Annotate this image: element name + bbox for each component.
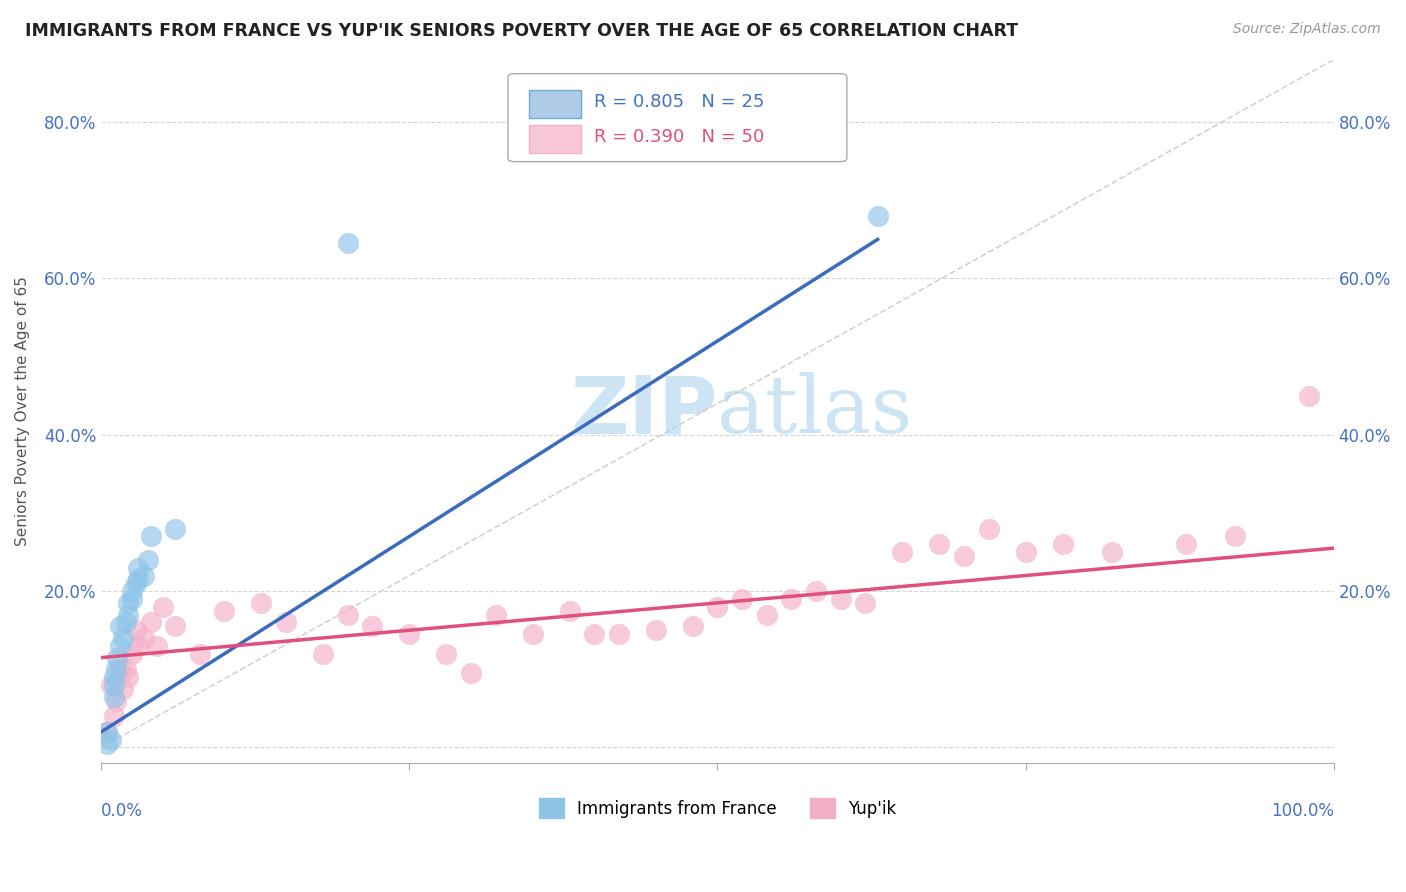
Point [121, 584, 143, 599]
Point [706, 599, 728, 614]
Point [804, 584, 827, 599]
Point [125, 576, 148, 591]
Point [117, 670, 139, 684]
Point [250, 596, 273, 610]
Point [139, 529, 162, 543]
Text: IMMIGRANTS FROM FRANCE VS YUP'IK SENIORS POVERTY OVER THE AGE OF 65 CORRELATION : IMMIGRANTS FROM FRANCE VS YUP'IK SENIORS… [25, 22, 1018, 40]
Point [336, 607, 359, 622]
Point [336, 236, 359, 251]
Point [1052, 537, 1074, 551]
Point [853, 596, 876, 610]
Point [866, 209, 889, 223]
Point [1174, 537, 1197, 551]
Point [103, 670, 125, 684]
Point [607, 627, 630, 641]
Point [891, 545, 914, 559]
Text: ZIP: ZIP [571, 372, 717, 450]
Point [103, 690, 125, 704]
Point [127, 639, 149, 653]
Point [1101, 545, 1123, 559]
Point [127, 560, 149, 574]
Point [121, 591, 143, 606]
Point [121, 647, 143, 661]
Point [105, 662, 128, 676]
Point [484, 607, 506, 622]
Point [108, 619, 131, 633]
Point [103, 709, 125, 723]
Point [522, 627, 544, 641]
Point [125, 624, 148, 638]
Point [1298, 389, 1320, 403]
Point [96, 724, 118, 739]
Point [108, 639, 131, 653]
Point [977, 522, 1000, 536]
Point [100, 732, 122, 747]
Text: atlas: atlas [717, 372, 912, 450]
Point [1223, 529, 1246, 543]
Point [644, 624, 666, 638]
Point [117, 596, 139, 610]
Point [96, 724, 118, 739]
Point [830, 591, 852, 606]
Y-axis label: Seniors Poverty Over the Age of 65: Seniors Poverty Over the Age of 65 [15, 277, 30, 546]
Point [112, 681, 135, 696]
Text: 0.0%: 0.0% [101, 802, 143, 820]
Point [127, 573, 149, 587]
Text: 100.0%: 100.0% [1271, 802, 1334, 820]
FancyBboxPatch shape [529, 90, 581, 118]
Point [274, 615, 297, 630]
Point [953, 549, 976, 563]
Text: Source: ZipAtlas.com: Source: ZipAtlas.com [1233, 22, 1381, 37]
Legend: Immigrants from France, Yup'ik: Immigrants from France, Yup'ik [531, 791, 903, 825]
Point [108, 662, 131, 676]
Point [100, 678, 122, 692]
Point [115, 615, 138, 630]
Point [312, 647, 335, 661]
Point [755, 607, 778, 622]
Point [682, 619, 704, 633]
Point [460, 666, 482, 681]
Point [145, 639, 167, 653]
Point [105, 650, 128, 665]
Point [434, 647, 457, 661]
Text: R = 0.390   N = 50: R = 0.390 N = 50 [595, 128, 765, 146]
Point [1014, 545, 1036, 559]
Text: R = 0.805   N = 25: R = 0.805 N = 25 [595, 93, 765, 111]
Point [398, 627, 420, 641]
Point [558, 604, 581, 618]
Point [134, 631, 156, 645]
Point [361, 619, 384, 633]
Point [928, 537, 950, 551]
Point [139, 615, 162, 630]
Point [105, 693, 128, 707]
Point [134, 568, 156, 582]
Point [152, 599, 174, 614]
Point [136, 553, 159, 567]
Point [731, 591, 754, 606]
Point [583, 627, 606, 641]
Point [117, 607, 139, 622]
Point [214, 604, 236, 618]
Point [165, 619, 187, 633]
Point [103, 678, 125, 692]
Point [188, 647, 211, 661]
Point [780, 591, 803, 606]
FancyBboxPatch shape [508, 74, 846, 161]
Point [112, 631, 135, 645]
Point [115, 662, 138, 676]
FancyBboxPatch shape [529, 125, 581, 153]
Point [165, 522, 187, 536]
Point [96, 737, 118, 751]
